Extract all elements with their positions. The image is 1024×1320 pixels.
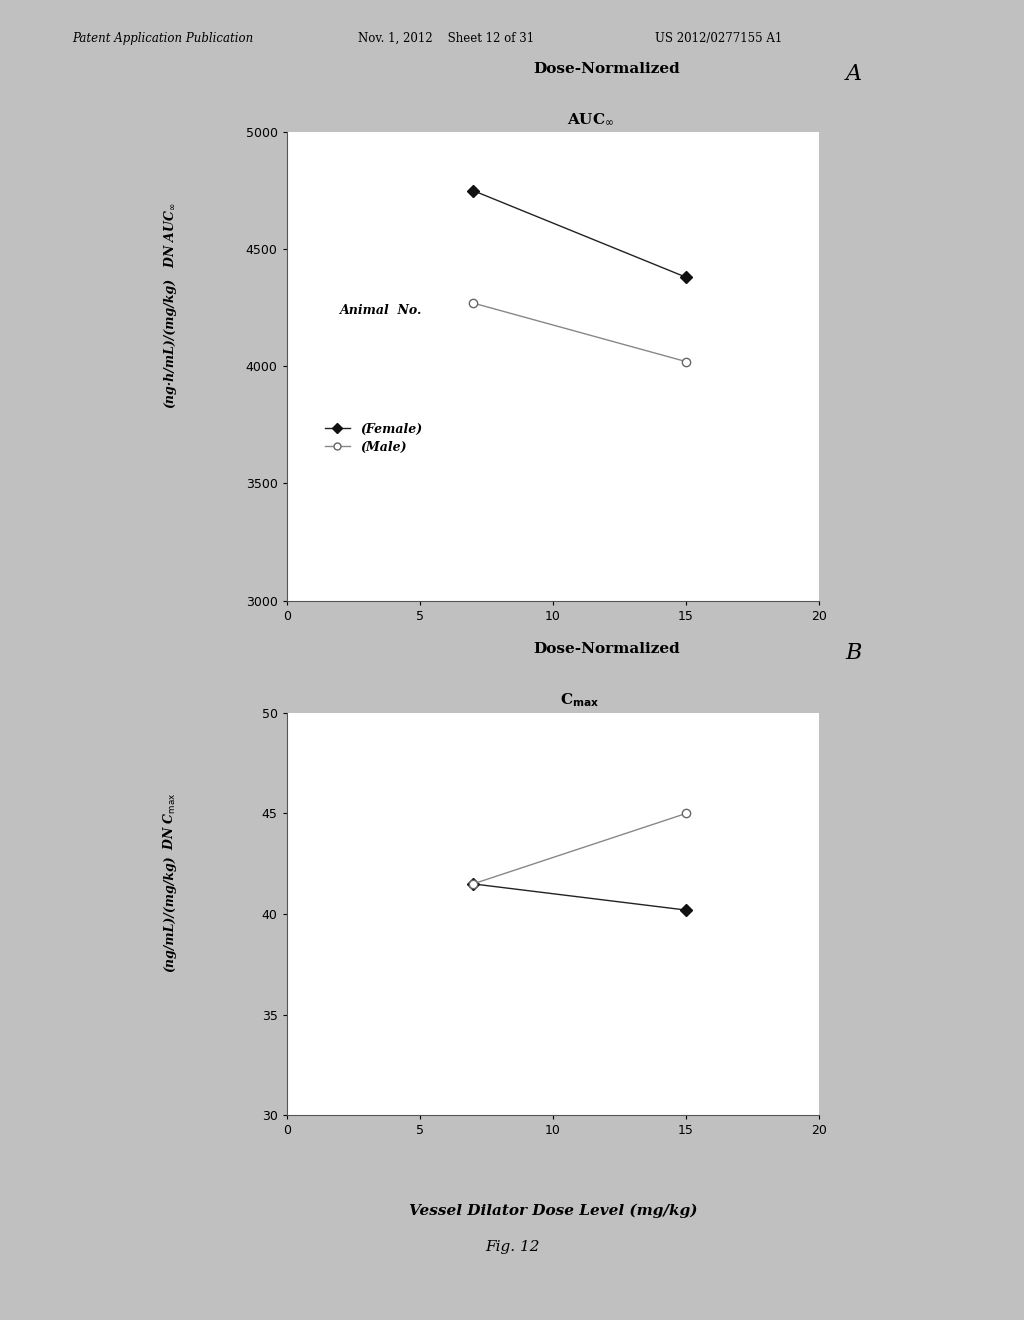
Text: Fig. 12: Fig. 12	[484, 1241, 540, 1254]
Text: (ng·h/mL)/(mg/kg): (ng·h/mL)/(mg/kg)	[163, 277, 176, 408]
Text: DN AUC$_\infty$: DN AUC$_\infty$	[163, 202, 177, 268]
Text: B: B	[846, 643, 862, 664]
Text: Vessel Dilator Dose Level (mg/kg): Vessel Dilator Dose Level (mg/kg)	[409, 1204, 697, 1218]
Text: (ng/mL)/(mg/kg): (ng/mL)/(mg/kg)	[163, 855, 176, 973]
Text: Dose-Normalized: Dose-Normalized	[532, 643, 680, 656]
Text: DN C$_{\rm max}$: DN C$_{\rm max}$	[162, 792, 177, 850]
Text: AUC$_\infty$: AUC$_\infty$	[566, 112, 613, 127]
Text: US 2012/0277155 A1: US 2012/0277155 A1	[655, 32, 782, 45]
Text: C$_{\mathbf{max}}$: C$_{\mathbf{max}}$	[560, 692, 599, 709]
Legend: (Female), (Male): (Female), (Male)	[325, 422, 422, 454]
Text: Animal  No.: Animal No.	[340, 304, 422, 317]
Text: Patent Application Publication: Patent Application Publication	[72, 32, 253, 45]
Text: Dose-Normalized: Dose-Normalized	[532, 62, 680, 75]
Text: Nov. 1, 2012    Sheet 12 of 31: Nov. 1, 2012 Sheet 12 of 31	[358, 32, 535, 45]
Text: A: A	[846, 63, 862, 84]
